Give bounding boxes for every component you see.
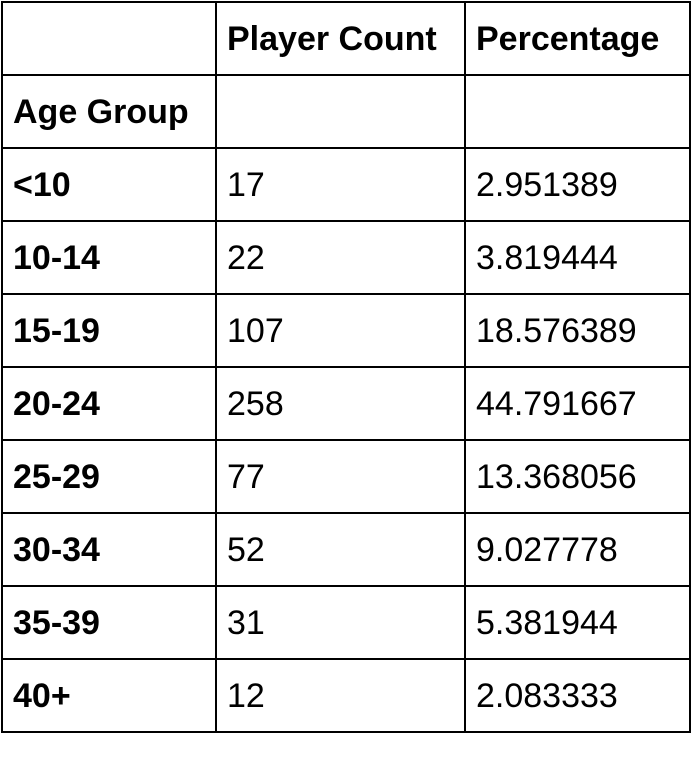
player-count-cell: 12	[215, 658, 466, 733]
percentage-cell: 2.951389	[464, 147, 691, 222]
empty-cell	[215, 74, 466, 149]
column-header-player-count: Player Count	[215, 1, 466, 76]
player-count-cell: 31	[215, 585, 466, 660]
player-count-cell: 17	[215, 147, 466, 222]
index-name-row: Age Group	[1, 74, 691, 149]
table-row: <10 17 2.951389	[1, 147, 691, 222]
table-row: 10-14 22 3.819444	[1, 220, 691, 295]
index-name-cell: Age Group	[1, 74, 217, 149]
percentage-cell: 13.368056	[464, 439, 691, 514]
table-row: 25-29 77 13.368056	[1, 439, 691, 514]
table-row: 40+ 12 2.083333	[1, 658, 691, 733]
empty-cell	[464, 74, 691, 149]
table-row: 20-24 258 44.791667	[1, 366, 691, 441]
player-count-cell: 258	[215, 366, 466, 441]
column-header-percentage: Percentage	[464, 1, 691, 76]
age-group-cell: 30-34	[1, 512, 217, 587]
percentage-cell: 9.027778	[464, 512, 691, 587]
table-row: 35-39 31 5.381944	[1, 585, 691, 660]
player-count-cell: 107	[215, 293, 466, 368]
age-group-table: Player Count Percentage Age Group <10 17…	[1, 1, 691, 733]
age-group-cell: 10-14	[1, 220, 217, 295]
percentage-cell: 5.381944	[464, 585, 691, 660]
age-group-cell: <10	[1, 147, 217, 222]
percentage-cell: 18.576389	[464, 293, 691, 368]
player-count-cell: 22	[215, 220, 466, 295]
age-group-cell: 35-39	[1, 585, 217, 660]
player-count-cell: 77	[215, 439, 466, 514]
age-group-cell: 20-24	[1, 366, 217, 441]
table-row: 30-34 52 9.027778	[1, 512, 691, 587]
table-row: 15-19 107 18.576389	[1, 293, 691, 368]
header-row: Player Count Percentage	[1, 1, 691, 76]
percentage-cell: 3.819444	[464, 220, 691, 295]
age-group-cell: 40+	[1, 658, 217, 733]
corner-cell	[1, 1, 217, 76]
percentage-cell: 44.791667	[464, 366, 691, 441]
percentage-cell: 2.083333	[464, 658, 691, 733]
player-count-cell: 52	[215, 512, 466, 587]
age-group-cell: 15-19	[1, 293, 217, 368]
age-group-cell: 25-29	[1, 439, 217, 514]
